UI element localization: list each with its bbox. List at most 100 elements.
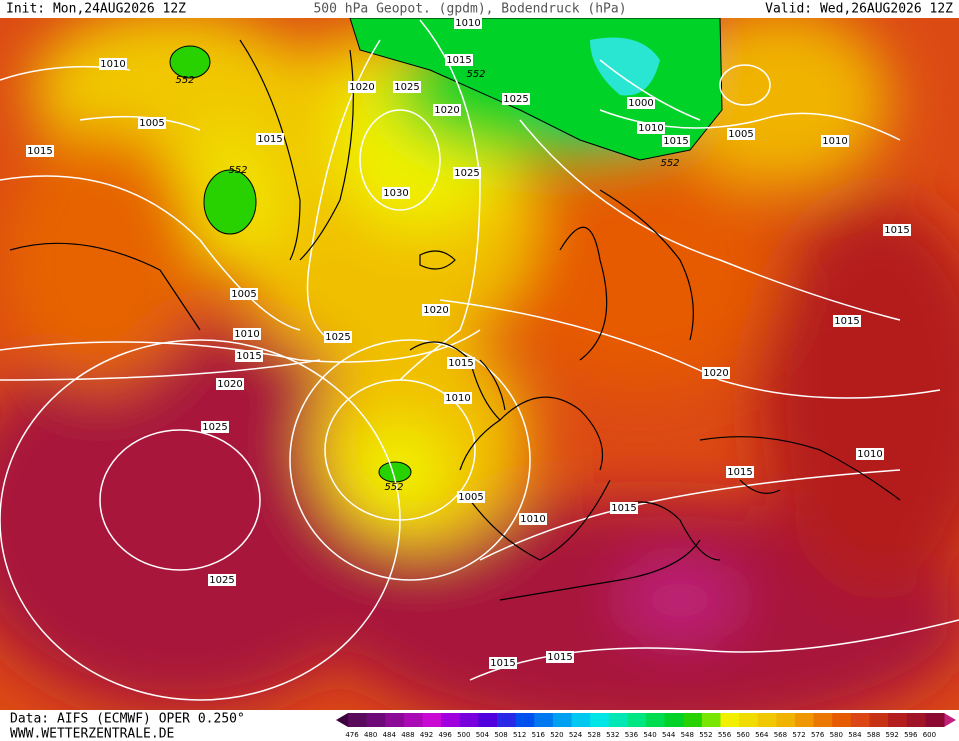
legend-swatch [366,713,386,727]
data-source: Data: AIFS (ECMWF) OPER 0.250° [10,712,245,727]
legend-label: 596 [904,731,918,739]
label-box [233,328,261,340]
legend-label: 488 [401,731,414,739]
legend-label: 564 [755,731,769,739]
pressure-label: 1005 [231,289,256,300]
legend-swatch [925,713,945,727]
label-box [201,421,229,433]
pressure-label: 1025 [209,575,234,586]
site-url: WWW.WETTERZENTRALE.DE [10,727,174,741]
legend-label: 560 [736,731,749,739]
label-box [502,93,530,105]
label-box [637,122,665,134]
label-box [216,378,244,390]
label-box [454,17,482,29]
pressure-label: 1015 [727,467,752,478]
pressure-label: 1015 [448,358,473,369]
legend-label: 568 [774,731,787,739]
pressure-label: 1010 [638,123,663,134]
pressure-label: 1015 [490,658,515,669]
pressure-label: 1015 [611,503,636,514]
label-box [447,357,475,369]
height-label: 552 [660,158,679,169]
label-box [324,331,352,343]
legend-label: 528 [587,731,600,739]
pressure-label: 1015 [446,55,471,66]
label-box [821,135,849,147]
legend-swatch [757,713,777,727]
legend-swatch [646,713,666,727]
legend-arrow [944,713,956,727]
label-box [627,97,655,109]
label-box [208,574,236,586]
label-box [433,104,461,116]
legend-swatch [720,713,740,727]
pressure-label: 1010 [520,514,545,525]
legend-swatch [422,713,442,727]
legend-label: 580 [830,731,843,739]
legend-label: 492 [420,731,433,739]
legend-label: 536 [625,731,639,739]
legend-label: 508 [494,731,507,739]
pressure-label: 1020 [434,105,459,116]
legend-swatch [683,713,703,727]
legend-label: 592 [885,731,898,739]
legend-label: 584 [848,731,862,739]
legend-label: 552 [699,731,712,739]
legend-swatch [869,713,889,727]
legend-label: 504 [476,731,490,739]
pressure-label: 1010 [234,329,259,340]
height-label: 552 [228,165,247,176]
legend-label: 500 [457,731,470,739]
pressure-label: 1015 [834,316,859,327]
pressure-label: 1020 [423,305,448,316]
pressure-label: 1010 [100,59,125,70]
label-box [726,466,754,478]
legend-label: 520 [550,731,563,739]
legend-label: 480 [364,731,377,739]
legend-swatch [515,713,535,727]
pressure-label: 1015 [27,146,52,157]
legend-label: 544 [662,731,676,739]
legend-swatch [497,713,517,727]
legend-swatch [441,713,461,727]
label-box [99,58,127,70]
label-box [138,117,166,129]
legend-swatch [348,713,368,727]
legend-swatch [739,713,759,727]
pressure-label: 1005 [728,129,753,140]
label-box [256,133,284,145]
legend-swatch [832,713,852,727]
label-box [519,513,547,525]
label-box [457,491,485,503]
pressure-label: 1015 [547,652,572,663]
label-box [546,651,574,663]
pressure-label: 1010 [857,449,882,460]
legend-swatch [403,713,423,727]
legend-label: 600 [923,731,936,739]
label-box [662,135,690,147]
color-legend: 476 480 484 488 492 496 500 504 508 512 516 520 524 5… [345,713,945,739]
legend-swatch [627,713,647,727]
legend-swatch [701,713,721,727]
legend-swatch [664,713,684,727]
pressure-label: 1030 [383,188,408,199]
legend-label: 548 [681,731,694,739]
pressure-label: 1020 [703,368,728,379]
label-box [489,657,517,669]
label-box [610,502,638,514]
legend-swatch [534,713,554,727]
legend-label: 532 [606,731,619,739]
legend-swatch [888,713,908,727]
footer: Data: AIFS (ECMWF) OPER 0.250° WWW.WETTE… [10,712,956,741]
pressure-label: 1005 [139,118,164,129]
label-box [26,145,54,157]
pressure-label: 1015 [884,225,909,236]
legend-swatch [552,713,572,727]
height-label: 552 [175,75,194,86]
pressure-label: 1025 [394,82,419,93]
legend-label: 512 [513,731,526,739]
legend-label: 572 [792,731,805,739]
label-box [883,224,911,236]
